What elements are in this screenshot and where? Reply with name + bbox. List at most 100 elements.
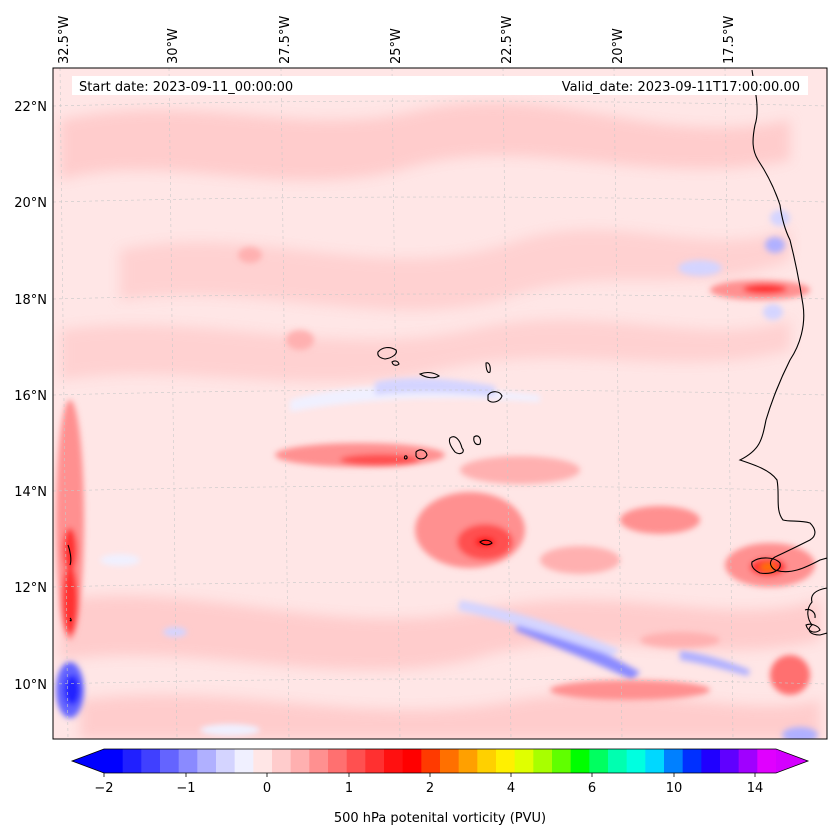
parallel-line xyxy=(53,581,827,588)
colorbar-swatch xyxy=(589,749,609,773)
colorbar-swatch xyxy=(104,749,124,773)
colorbar-swatch xyxy=(477,749,497,773)
cape-verde-fogo xyxy=(415,449,428,460)
colorbar-swatch xyxy=(720,749,740,773)
negative-pv-strips xyxy=(56,210,818,739)
lat-label: 20°N xyxy=(14,196,47,211)
colorbar-swatch xyxy=(328,749,348,773)
contour-coastal-high xyxy=(751,557,781,574)
contour-left-edge xyxy=(67,544,72,622)
cape-verde-boa-vista xyxy=(487,391,503,403)
valid-date-label: Valid_date: 2023-09-11T17:00:00.00 xyxy=(562,80,800,95)
colorbar-swatch xyxy=(738,749,758,773)
colorbar-swatch xyxy=(272,749,292,773)
parallel-line xyxy=(53,100,827,107)
colorbar-tick-label: 4 xyxy=(507,781,515,796)
lat-label: 16°N xyxy=(14,389,47,404)
header-box xyxy=(72,76,808,95)
colorbar-swatch xyxy=(570,749,590,773)
lat-label: 12°N xyxy=(14,581,47,596)
colorbar-tick-label: 14 xyxy=(747,781,764,796)
african-coastline xyxy=(738,69,827,573)
cape-verde-santiago xyxy=(448,436,464,455)
colorbar-swatch xyxy=(440,749,460,773)
colorbar-swatch xyxy=(682,749,702,773)
colorbar-swatch xyxy=(141,749,161,773)
colorbar-swatch xyxy=(626,749,646,773)
colorbar-swatch xyxy=(664,749,684,773)
colorbar-swatch xyxy=(160,749,180,773)
colorbar-tick-label: 10 xyxy=(666,781,683,796)
colorbar-swatch xyxy=(552,749,572,773)
longitude-labels: 32.5°W 30°W 27.5°W 25°W 22.5°W 20°W 17.5… xyxy=(57,16,737,64)
lat-label: 22°N xyxy=(14,100,47,115)
meridian-line xyxy=(280,68,290,739)
colorbar-swatches xyxy=(104,749,777,773)
colorbar-swatch xyxy=(757,749,777,773)
colorbar-swatch xyxy=(421,749,441,773)
colorbar-swatch xyxy=(309,749,329,773)
colorbar-title: 500 hPa potenital vorticity (PVU) xyxy=(334,811,546,826)
colorbar-tick-label: −2 xyxy=(94,781,113,796)
colorbar-over-arrow xyxy=(776,749,808,773)
colorbar-swatch xyxy=(346,749,366,773)
colorbar-swatch xyxy=(645,749,665,773)
parallel-line xyxy=(53,389,827,396)
meridian-line xyxy=(724,68,734,739)
parallel-line xyxy=(53,485,827,492)
colorbar-ticks xyxy=(103,773,756,777)
colorbar-swatch xyxy=(234,749,254,773)
strong-pv-features xyxy=(56,247,815,700)
colorbar-swatch xyxy=(384,749,404,773)
meridian-line xyxy=(613,68,623,739)
colorbar-tick-label: 6 xyxy=(588,781,596,796)
colorbar: −2 −1 0 1 2 4 6 10 14 500 hPa potenital … xyxy=(70,748,810,826)
coastline-south xyxy=(807,587,827,636)
colorbar-swatch xyxy=(253,749,273,773)
start-date-label: Start date: 2023-09-11_00:00:00 xyxy=(79,80,293,95)
contour-central-low xyxy=(479,539,493,546)
cape-verde-sao-vicente xyxy=(391,360,400,366)
colorbar-swatch xyxy=(496,749,516,773)
colorbar-tick-label: 2 xyxy=(426,781,434,796)
colorbar-tick-label: 1 xyxy=(345,781,353,796)
cape-verde-maio xyxy=(473,435,482,446)
latitude-labels: 22°N 20°N 18°N 16°N 14°N 12°N 10°N xyxy=(14,100,47,693)
meridian-line xyxy=(502,68,512,739)
lat-label: 10°N xyxy=(14,678,47,693)
pv-field xyxy=(53,68,827,739)
colorbar-swatch xyxy=(216,749,236,773)
coastline xyxy=(67,69,827,636)
cape-verde-sao-nicolau xyxy=(418,371,440,379)
colorbar-swatch xyxy=(608,749,628,773)
lon-label: 22.5°W xyxy=(500,16,515,64)
colorbar-under-arrow xyxy=(72,749,104,773)
cape-verde-santo-antao xyxy=(377,347,397,360)
lon-label: 20°W xyxy=(611,28,626,64)
colorbar-swatch xyxy=(290,749,310,773)
lon-label: 17.5°W xyxy=(722,16,737,64)
graticule xyxy=(53,68,827,739)
lon-label: 27.5°W xyxy=(278,16,293,64)
colorbar-tick-label: −1 xyxy=(176,781,195,796)
lat-label: 14°N xyxy=(14,485,47,500)
lon-label: 25°W xyxy=(389,28,404,64)
colorbar-swatch xyxy=(197,749,217,773)
colorbar-swatch xyxy=(458,749,478,773)
lon-label: 32.5°W xyxy=(57,16,72,64)
weak-pv-bands xyxy=(60,102,820,739)
coastline-islands-south xyxy=(804,608,821,633)
colorbar-swatch xyxy=(178,749,198,773)
colorbar-tick-label: 0 xyxy=(263,781,271,796)
parallel-line xyxy=(53,678,827,685)
meridian-line xyxy=(168,68,178,739)
cape-verde-brava xyxy=(403,455,408,460)
colorbar-swatch xyxy=(365,749,385,773)
lat-label: 18°N xyxy=(14,293,47,308)
map-frame xyxy=(52,67,828,740)
colorbar-swatch xyxy=(701,749,721,773)
colorbar-swatch xyxy=(533,749,553,773)
meridian-line xyxy=(391,68,401,739)
colorbar-swatch xyxy=(122,749,142,773)
